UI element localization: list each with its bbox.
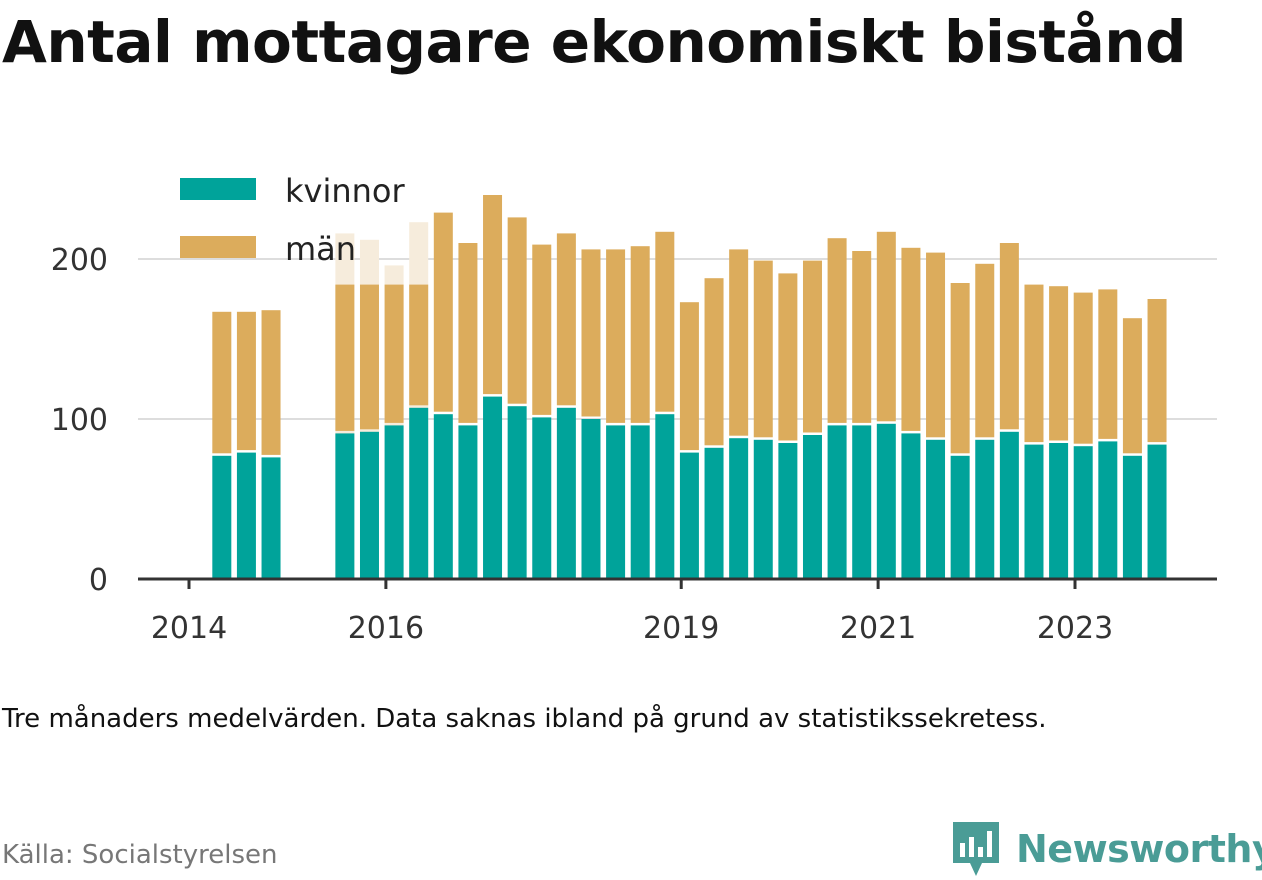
bar-kvinnor-2023-05 [1098,441,1118,579]
bar-kvinnor-2021-05 [901,433,921,579]
bar-kvinnor-2014-11 [261,457,281,579]
x-tick-label: 2023 [1037,611,1113,646]
bar-man-2018-11 [655,231,675,412]
y-tick-label: 0 [89,563,108,598]
bar-man-2021-05 [901,247,921,431]
bar-kvinnor-2014-08 [236,452,256,579]
bar-man-2023-05 [1098,289,1118,439]
y-tick-label: 100 [51,403,108,438]
bar-man-2020-05 [802,260,822,433]
bar-man-2021-02 [876,231,896,422]
bar-man-2018-08 [630,246,650,423]
chart-title: Antal mottagare ekonomiskt bistånd [2,8,1187,76]
bar-man-2019-02 [679,302,699,451]
bar-kvinnor-2021-08 [926,439,946,579]
bar-man-2019-11 [753,260,773,438]
legend-swatch-män [180,236,256,258]
bar-man-2016-11 [458,243,478,423]
bar-man-2018-05 [606,249,626,423]
stacked-bar-chart: 0 100 200 2014 2016 2019 2021 2023 kvinnor män [51,172,1217,646]
bar-kvinnor-2018-05 [606,425,626,579]
bar-kvinnor-2019-05 [704,447,724,579]
y-tick-label: 200 [51,243,108,278]
chart-note: Tre månaders medelvärden. Data saknas ib… [2,704,1047,734]
bar-man-2022-02 [975,263,995,438]
bar-man-2015-11 [359,284,379,430]
bar-man-2018-02 [581,249,601,417]
newsworthy-logo[interactable]: Newsworthy [950,818,1262,880]
bar-kvinnor-2020-08 [827,425,847,579]
bar-kvinnor-2019-08 [729,438,749,579]
x-tick-label: 2019 [643,611,719,646]
bar-kvinnor-2016-08 [433,414,453,579]
bar-man-2023-02 [1073,292,1093,444]
source-label: Källa: Socialstyrelsen [2,840,278,870]
x-tick-label: 2014 [151,611,227,646]
bar-kvinnor-2017-11 [556,407,576,579]
x-tick-label: 2021 [840,611,916,646]
bar-kvinnor-2016-11 [458,425,478,579]
bar-kvinnor-2020-05 [802,435,822,579]
legend-label-män: män [285,230,356,268]
bar-kvinnor-2023-08 [1122,455,1142,579]
legend-label-kvinnor: kvinnor [285,172,406,210]
bar-chart-badge-icon [953,822,999,876]
bar-man-2021-11 [950,283,970,454]
bar-kvinnor-2023-02 [1073,446,1093,579]
bar-man-2022-08 [1024,284,1044,443]
bar-man-2023-11 [1147,299,1167,443]
x-tick-label: 2016 [348,611,424,646]
brand-name: Newsworthy [1016,827,1262,871]
bar-man-2022-11 [1049,286,1069,441]
bar-kvinnor-2017-08 [532,417,552,579]
bar-man-2023-08 [1122,318,1142,454]
bar-kvinnor-2015-08 [335,433,355,579]
bar-man-2014-11 [261,310,281,455]
bar-man-2017-02 [483,195,503,395]
bar-kvinnor-2021-02 [876,423,896,579]
bar-man-2014-05 [212,311,232,454]
bar-kvinnor-2016-02 [384,425,404,579]
bar-kvinnor-2019-11 [753,439,773,579]
bars [212,195,1167,579]
bar-man-2017-05 [507,217,527,404]
bar-man-2019-05 [704,278,724,446]
bar-kvinnor-2020-11 [852,425,872,579]
bar-man-2022-05 [999,243,1019,430]
bar-kvinnor-2020-02 [778,443,798,579]
bar-man-2015-08 [335,284,355,431]
bar-kvinnor-2017-05 [507,406,527,579]
bar-man-2019-08 [729,249,749,436]
bar-kvinnor-2022-05 [999,431,1019,579]
legend: kvinnor män [180,172,406,268]
bar-kvinnor-2018-02 [581,419,601,579]
bar-kvinnor-2019-02 [679,452,699,579]
bar-man-2021-08 [926,252,946,438]
bar-man-2014-08 [236,311,256,451]
bar-kvinnor-2022-08 [1024,444,1044,579]
bar-kvinnor-2014-05 [212,455,232,579]
bar-man-2017-11 [556,233,576,406]
bar-kvinnor-2023-11 [1147,444,1167,579]
bar-man-2016-05 [409,284,429,406]
bar-man-2020-02 [778,273,798,441]
bar-kvinnor-2022-02 [975,439,995,579]
bar-kvinnor-2017-02 [483,396,503,579]
axes: 0 100 200 2014 2016 2019 2021 2023 [51,243,1217,646]
bar-kvinnor-2021-11 [950,455,970,579]
bar-man-2016-02 [384,284,404,423]
bar-kvinnor-2015-11 [359,431,379,579]
bar-kvinnor-2018-11 [655,414,675,579]
bar-man-2020-11 [852,251,872,423]
bar-man-2017-08 [532,244,552,415]
legend-swatch-kvinnor [180,178,256,200]
bar-kvinnor-2018-08 [630,425,650,579]
bar-kvinnor-2016-05 [409,407,429,579]
bar-kvinnor-2022-11 [1049,443,1069,579]
bar-man-2020-08 [827,238,847,423]
bar-man-2016-08 [433,212,453,412]
